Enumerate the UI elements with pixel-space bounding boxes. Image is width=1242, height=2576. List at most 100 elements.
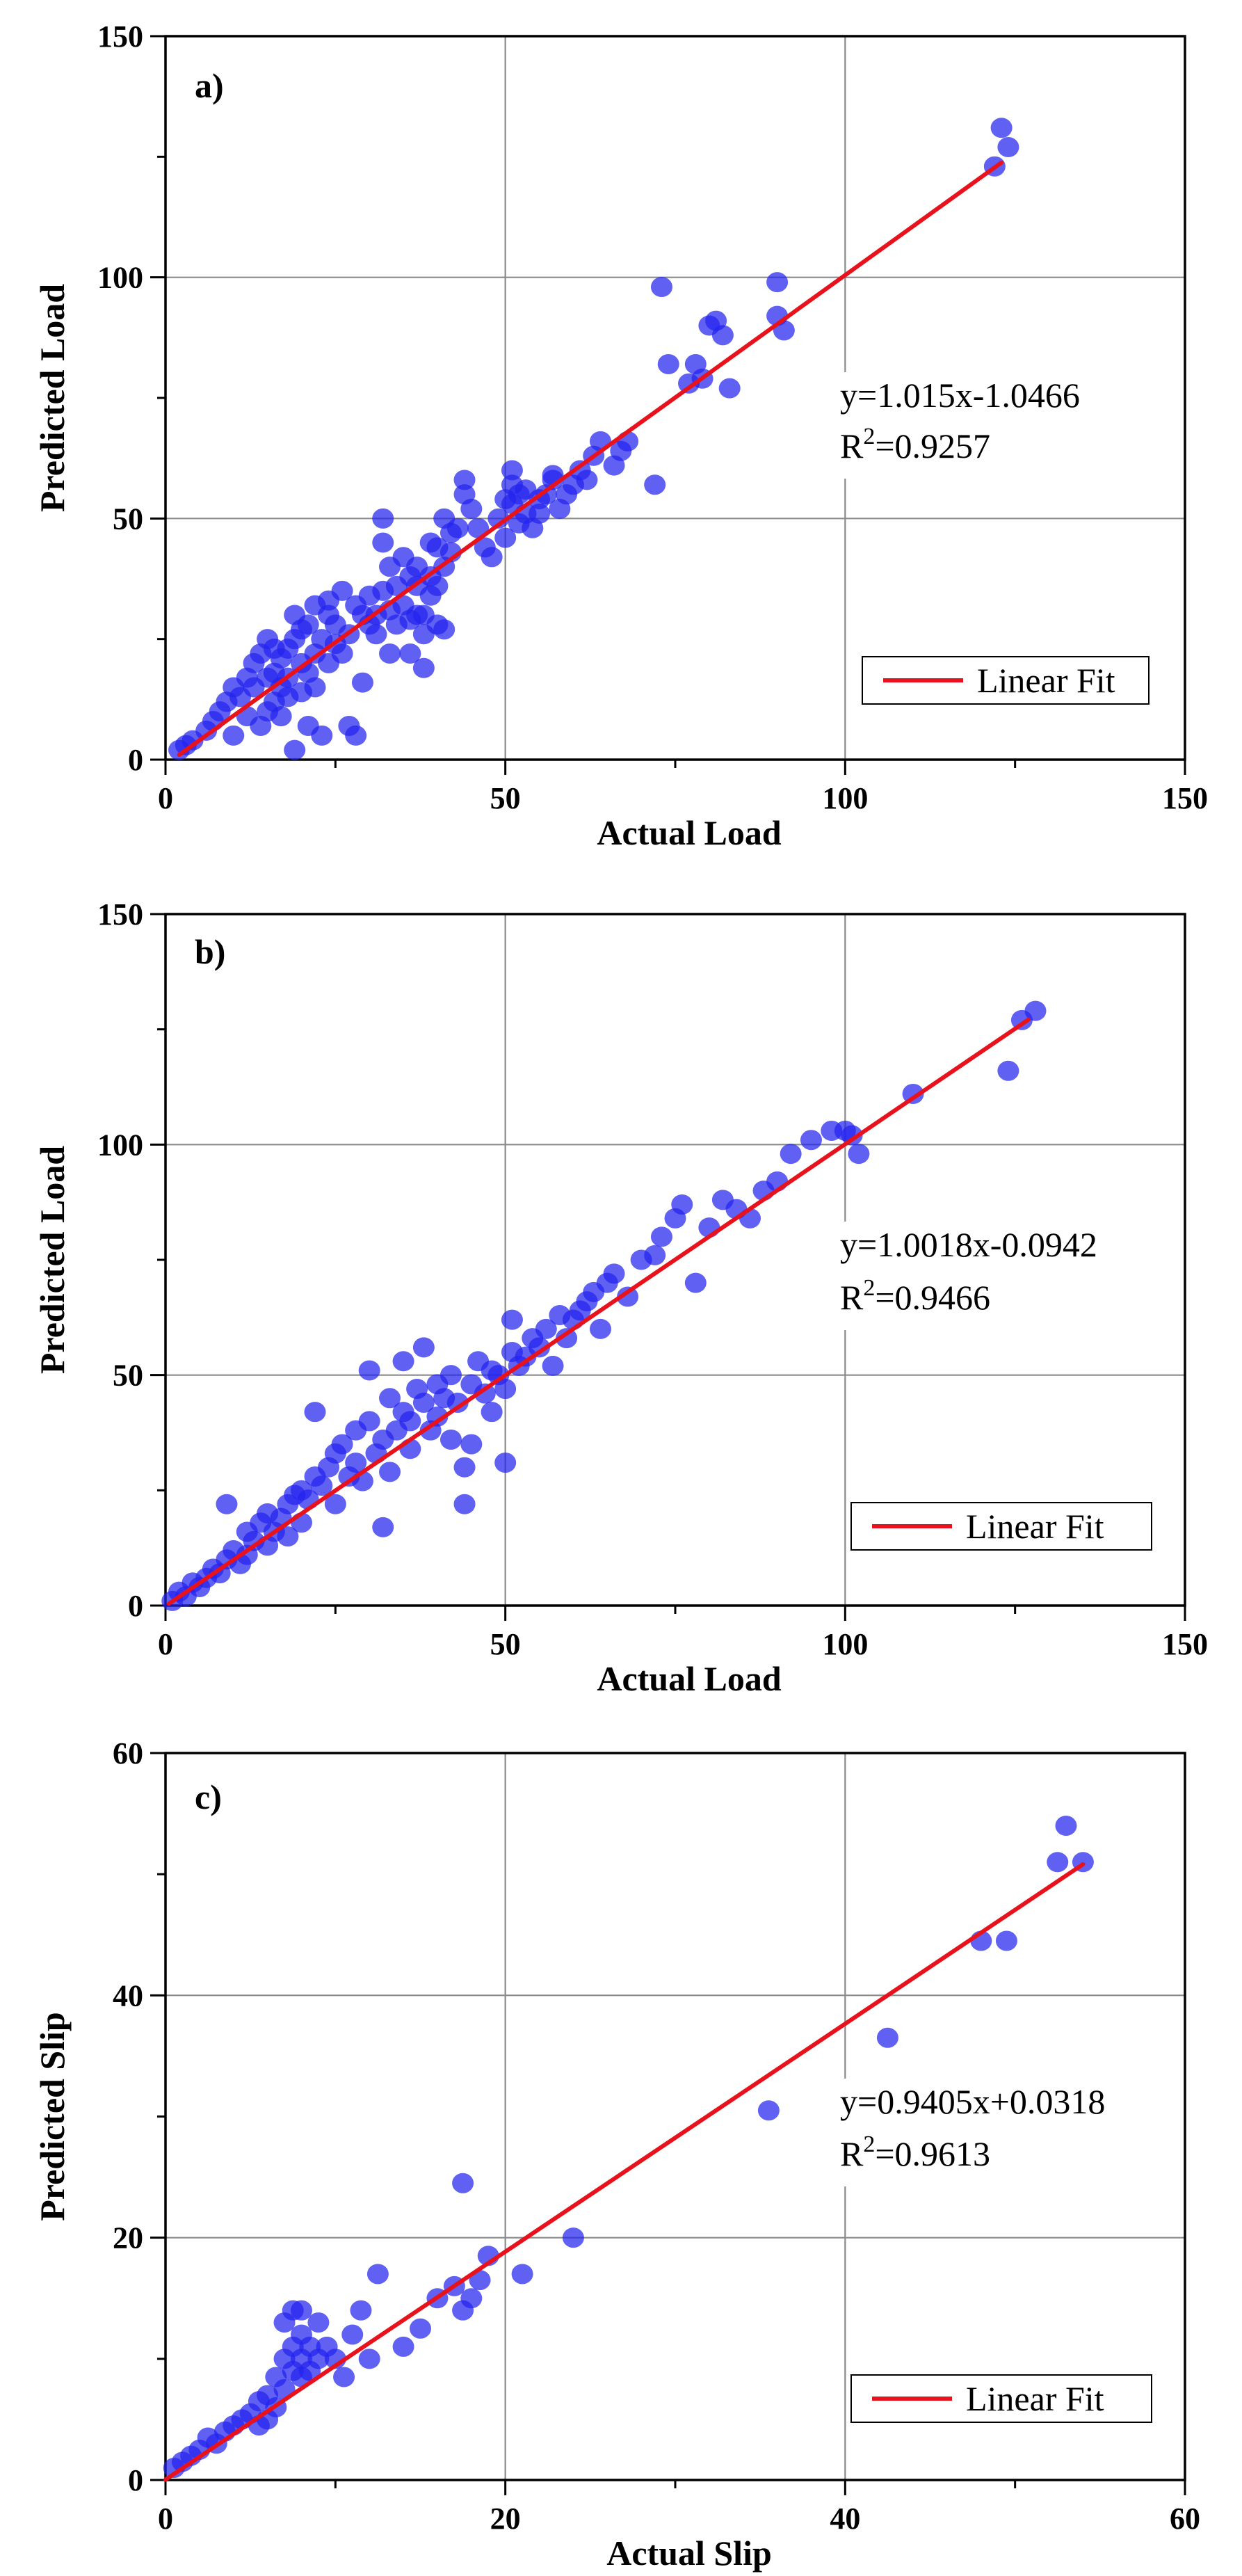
r-squared-superscript: 2	[863, 424, 875, 449]
r-squared: R2=0.9257	[840, 424, 990, 465]
y-tick-label: 20	[113, 2221, 143, 2255]
fit-equation: y=1.0018x-0.0942	[840, 1225, 1097, 1264]
data-point	[684, 1272, 707, 1293]
data-point	[304, 1402, 326, 1423]
data-point	[307, 2312, 330, 2333]
x-tick-label: 100	[822, 1627, 868, 1661]
data-point	[412, 657, 435, 678]
data-point	[399, 1411, 421, 1432]
data-point	[589, 1318, 611, 1339]
data-point	[392, 2336, 414, 2357]
equation-background	[833, 372, 1167, 479]
x-axis-title: Actual Slip	[606, 2534, 772, 2573]
data-point	[412, 1337, 435, 1358]
legend-label: Linear Fit	[977, 661, 1115, 700]
data-point	[848, 1144, 870, 1165]
data-point	[426, 1406, 449, 1427]
panel-label: c)	[195, 1777, 222, 1816]
data-point	[529, 503, 551, 524]
data-point	[650, 277, 672, 298]
x-tick-label: 50	[490, 1627, 521, 1661]
y-tick-label: 100	[97, 261, 143, 295]
data-point	[379, 1388, 401, 1409]
x-tick-label: 150	[1162, 781, 1208, 815]
data-point	[650, 1226, 672, 1247]
x-tick-label: 100	[822, 781, 868, 815]
data-point	[365, 624, 387, 645]
data-point	[800, 1130, 822, 1151]
data-point	[876, 2027, 898, 2048]
data-point	[345, 725, 367, 746]
data-point	[902, 1083, 924, 1104]
r-squared-value: =0.9613	[875, 2134, 990, 2173]
data-point	[460, 2288, 483, 2309]
r-squared-value: =0.9257	[875, 426, 990, 465]
data-point	[841, 1125, 863, 1146]
x-tick-label: 20	[490, 2502, 521, 2536]
data-point	[311, 1475, 333, 1496]
equation-background	[833, 2079, 1167, 2186]
r-squared-superscript: 2	[863, 2131, 875, 2157]
x-axis-title: Actual Load	[597, 813, 782, 852]
data-point	[460, 1434, 483, 1455]
data-point	[481, 1402, 503, 1423]
r-squared-prefix: R	[840, 2134, 864, 2173]
data-point	[341, 2324, 364, 2345]
x-tick-label: 150	[1162, 1627, 1208, 1661]
data-point	[304, 677, 326, 698]
data-point	[351, 672, 373, 693]
data-point	[1024, 1000, 1047, 1021]
data-point	[433, 619, 455, 640]
r-squared-superscript: 2	[863, 1275, 875, 1301]
data-point	[324, 1494, 346, 1514]
data-point	[535, 1318, 557, 1339]
y-tick-label: 150	[97, 897, 143, 931]
data-point	[766, 272, 789, 293]
data-point	[780, 1144, 802, 1165]
data-point	[270, 706, 292, 727]
data-point	[453, 470, 476, 490]
panel-label: b)	[195, 932, 225, 971]
equation-background	[833, 1222, 1167, 1330]
legend-label: Linear Fit	[966, 1507, 1104, 1546]
data-point	[657, 353, 679, 374]
data-point	[995, 1930, 1017, 1951]
data-point	[452, 2173, 474, 2193]
data-point	[469, 2270, 491, 2291]
data-point	[511, 2264, 533, 2285]
x-tick-label: 60	[1170, 2502, 1200, 2536]
x-tick-label: 0	[158, 1627, 173, 1661]
data-point	[460, 498, 483, 519]
data-point	[350, 2300, 372, 2321]
data-point	[644, 474, 666, 495]
data-point	[223, 725, 245, 746]
data-point	[453, 1457, 476, 1478]
data-point	[487, 508, 510, 529]
r-squared: R2=0.9466	[840, 1275, 990, 1317]
fit-line	[177, 160, 1004, 758]
legend-label: Linear Fit	[966, 2379, 1104, 2418]
x-tick-label: 0	[158, 781, 173, 815]
data-point	[617, 1286, 639, 1307]
chart-panel-2: 0 50 100 150 0 50 100 150 Actual Load Predicted L…	[33, 897, 1208, 1698]
data-point	[644, 1245, 666, 1265]
data-point	[372, 1517, 394, 1537]
x-tick-label: 40	[830, 2502, 860, 2536]
r-squared-prefix: R	[840, 426, 864, 465]
y-tick-label: 40	[113, 1978, 143, 2013]
data-point	[997, 136, 1019, 157]
y-tick-label: 50	[113, 1359, 143, 1393]
data-point	[990, 118, 1013, 138]
data-point	[284, 739, 306, 760]
data-point	[542, 1355, 564, 1376]
data-point	[331, 1434, 353, 1455]
fit-line	[166, 1017, 1031, 1606]
fit-line	[163, 1862, 1086, 2482]
data-point	[331, 580, 353, 601]
data-point	[412, 1392, 435, 1413]
y-axis-title: Predicted Slip	[33, 2012, 72, 2221]
data-point	[331, 643, 353, 664]
data-point	[439, 1429, 462, 1450]
r-squared-prefix: R	[840, 1278, 864, 1317]
